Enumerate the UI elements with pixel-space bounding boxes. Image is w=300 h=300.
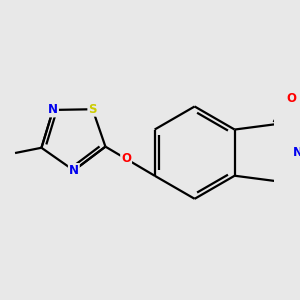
Text: S: S [88, 103, 97, 116]
Text: N: N [69, 164, 79, 177]
Text: O: O [286, 92, 296, 105]
Text: N: N [293, 146, 300, 159]
Text: N: N [48, 103, 58, 116]
Text: O: O [121, 152, 131, 165]
